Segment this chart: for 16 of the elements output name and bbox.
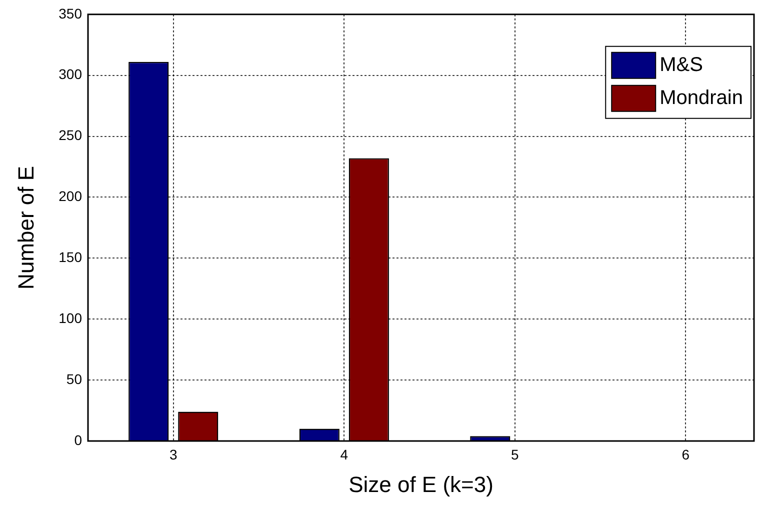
y-tick-label: 300	[58, 66, 82, 82]
y-tick-label: 50	[66, 370, 82, 387]
y-tick-label: 100	[58, 310, 82, 326]
legend-label: M&S	[660, 54, 703, 76]
x-tick-label: 4	[340, 446, 348, 462]
x-axis-title: Size of E (k=3)	[348, 472, 494, 497]
x-tick-label: 6	[682, 446, 690, 462]
legend-label: Mondrain	[660, 86, 744, 109]
y-tick-label: 350	[58, 5, 82, 22]
x-tick-label: 5	[511, 446, 520, 462]
y-tick-label: 200	[58, 188, 82, 204]
x-tick-label: 3	[169, 446, 178, 462]
y-tick-label: 250	[58, 127, 82, 144]
y-tick-label: 150	[58, 249, 82, 266]
y-tick-label: 0	[74, 432, 82, 448]
y-axis-title: Number of E	[13, 166, 38, 290]
